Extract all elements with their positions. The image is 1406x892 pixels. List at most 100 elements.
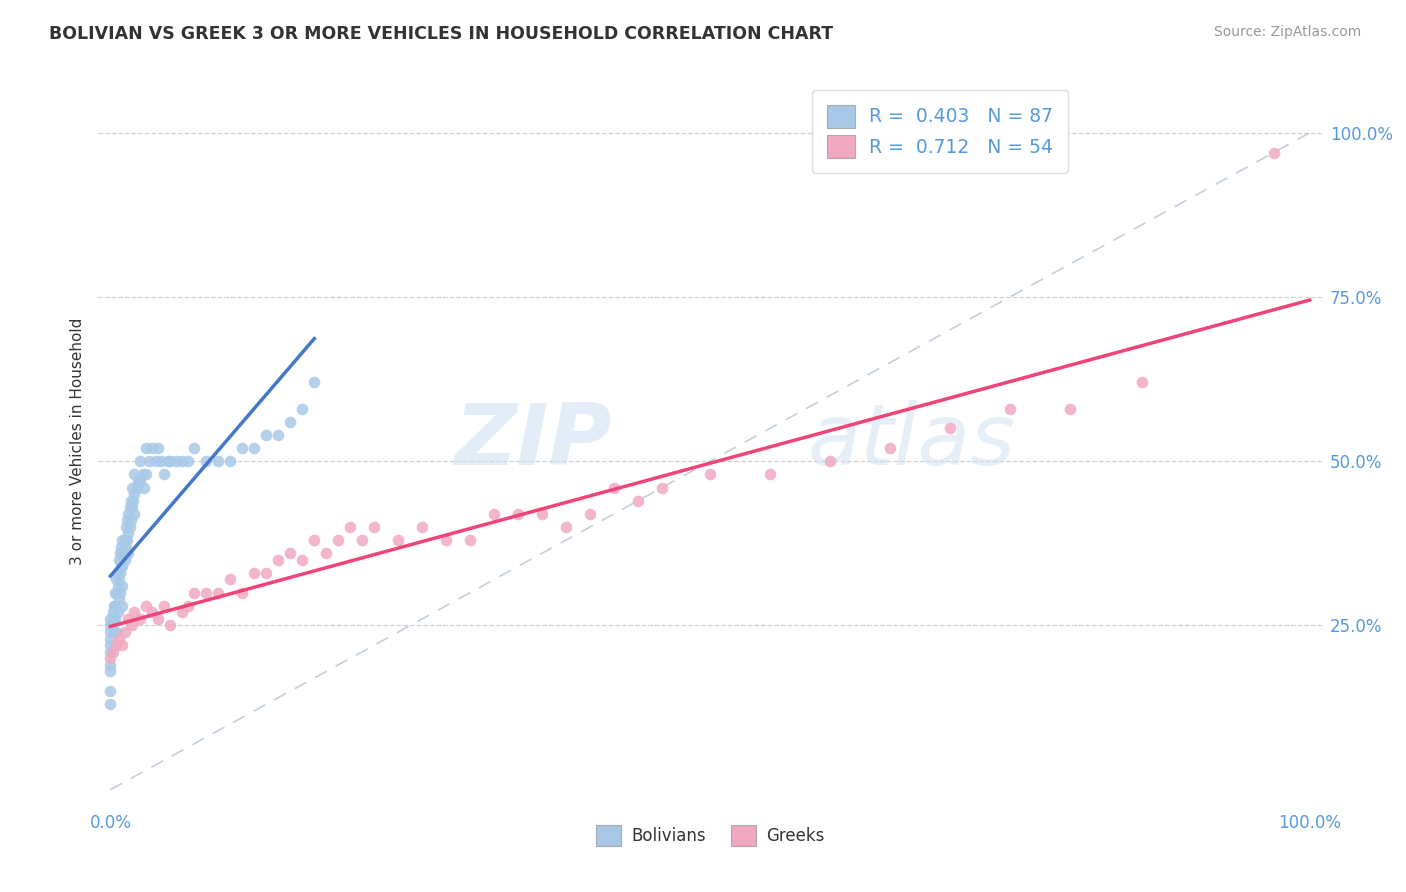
- Point: [254, 566, 277, 580]
- Point: [243, 566, 266, 580]
- Point: [100, 632, 122, 646]
- Point: [118, 500, 141, 515]
- Point: [219, 454, 242, 468]
- Point: [183, 441, 205, 455]
- Point: [195, 585, 218, 599]
- Point: [114, 553, 136, 567]
- Point: [111, 559, 134, 574]
- Point: [267, 428, 290, 442]
- Point: [177, 599, 200, 613]
- Point: [103, 612, 125, 626]
- Point: [105, 625, 128, 640]
- Point: [120, 513, 142, 527]
- Point: [129, 474, 152, 488]
- Point: [121, 618, 143, 632]
- Point: [207, 454, 229, 468]
- Point: [122, 493, 145, 508]
- Point: [108, 592, 129, 607]
- Point: [1059, 401, 1081, 416]
- Point: [159, 618, 181, 632]
- Point: [149, 454, 172, 468]
- Point: [124, 605, 146, 619]
- Point: [159, 454, 181, 468]
- Point: [104, 585, 127, 599]
- Point: [124, 487, 146, 501]
- Point: [121, 500, 143, 515]
- Point: [115, 520, 138, 534]
- Point: [219, 573, 242, 587]
- Point: [135, 441, 157, 455]
- Point: [108, 553, 129, 567]
- Point: [118, 520, 141, 534]
- Point: [107, 579, 129, 593]
- Point: [103, 625, 125, 640]
- Point: [254, 428, 277, 442]
- Text: Source: ZipAtlas.com: Source: ZipAtlas.com: [1213, 25, 1361, 39]
- Point: [148, 612, 170, 626]
- Point: [125, 481, 148, 495]
- Point: [104, 599, 127, 613]
- Point: [508, 507, 530, 521]
- Point: [627, 493, 650, 508]
- Point: [177, 454, 200, 468]
- Point: [699, 467, 721, 482]
- Point: [352, 533, 374, 547]
- Point: [458, 533, 481, 547]
- Point: [141, 441, 163, 455]
- Point: [101, 618, 124, 632]
- Point: [108, 632, 129, 646]
- Point: [115, 540, 138, 554]
- Point: [879, 441, 901, 455]
- Point: [120, 493, 142, 508]
- Point: [124, 507, 146, 521]
- Point: [117, 546, 139, 560]
- Point: [111, 579, 134, 593]
- Point: [145, 454, 167, 468]
- Point: [105, 599, 128, 613]
- Text: BOLIVIAN VS GREEK 3 OR MORE VEHICLES IN HOUSEHOLD CORRELATION CHART: BOLIVIAN VS GREEK 3 OR MORE VEHICLES IN …: [49, 25, 834, 43]
- Point: [127, 474, 149, 488]
- Point: [111, 638, 134, 652]
- Point: [603, 481, 626, 495]
- Point: [411, 520, 433, 534]
- Point: [100, 665, 122, 679]
- Point: [105, 585, 128, 599]
- Point: [195, 454, 218, 468]
- Point: [148, 441, 170, 455]
- Point: [243, 441, 266, 455]
- Point: [231, 585, 253, 599]
- Point: [231, 441, 253, 455]
- Point: [183, 585, 205, 599]
- Point: [108, 585, 131, 599]
- Point: [132, 481, 155, 495]
- Point: [135, 599, 157, 613]
- Point: [172, 605, 194, 619]
- Point: [100, 651, 122, 665]
- Point: [100, 684, 122, 698]
- Point: [165, 454, 187, 468]
- Point: [315, 546, 337, 560]
- Point: [207, 585, 229, 599]
- Point: [129, 612, 152, 626]
- Point: [304, 376, 326, 390]
- Point: [107, 605, 129, 619]
- Point: [104, 612, 127, 626]
- Point: [114, 533, 136, 547]
- Point: [172, 454, 194, 468]
- Point: [387, 533, 409, 547]
- Point: [124, 467, 146, 482]
- Point: [100, 645, 122, 659]
- Point: [100, 612, 122, 626]
- Point: [110, 559, 132, 574]
- Point: [100, 638, 122, 652]
- Text: ZIP: ZIP: [454, 400, 612, 483]
- Point: [100, 618, 122, 632]
- Point: [108, 566, 131, 580]
- Point: [555, 520, 578, 534]
- Point: [267, 553, 290, 567]
- Point: [998, 401, 1021, 416]
- Point: [117, 507, 139, 521]
- Point: [482, 507, 505, 521]
- Point: [651, 481, 673, 495]
- Point: [115, 533, 138, 547]
